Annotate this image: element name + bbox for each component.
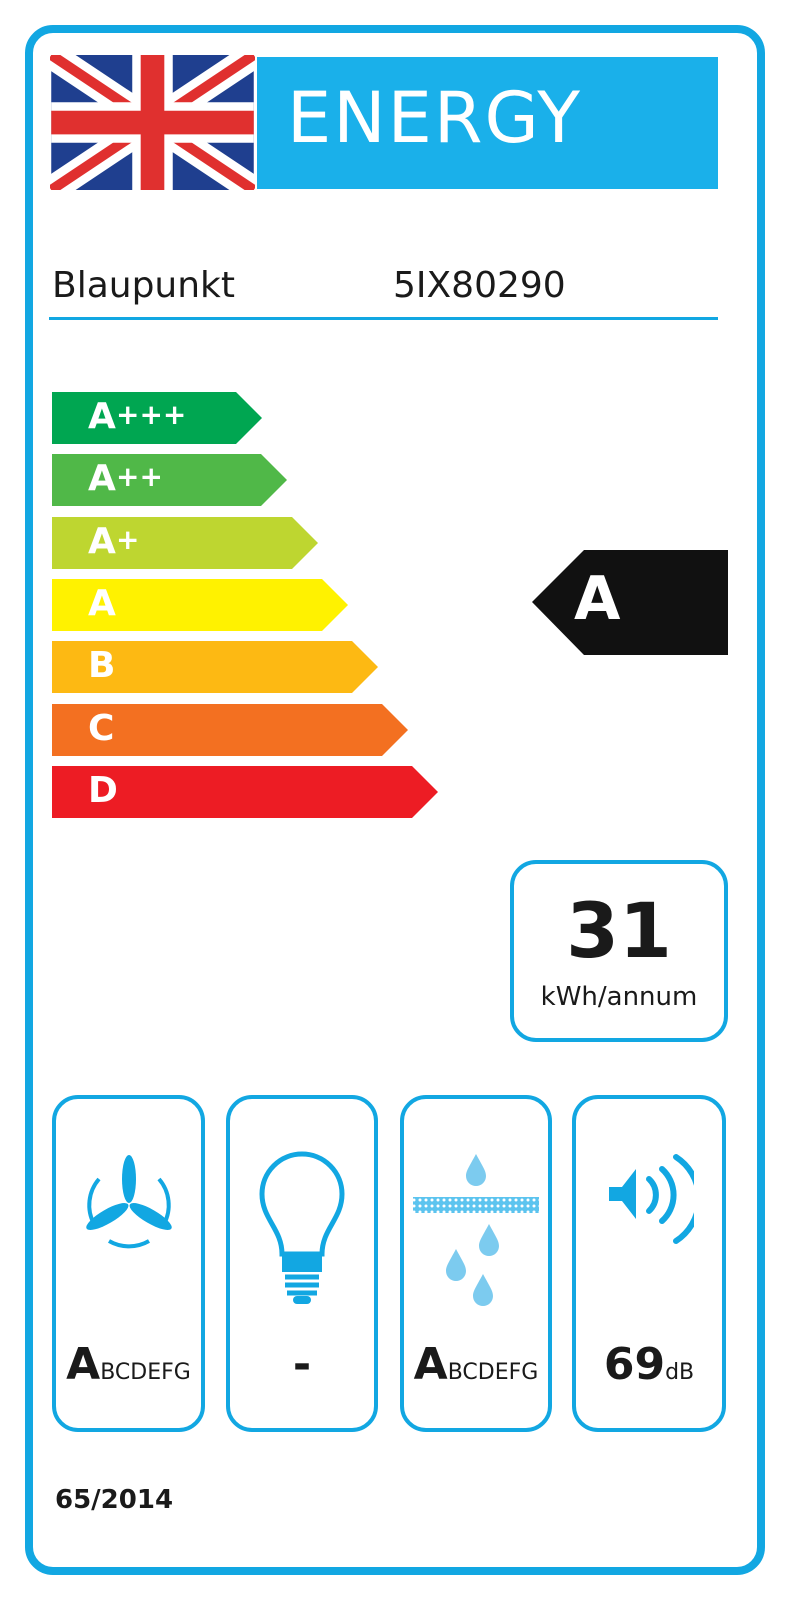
scale-bar-label: A (88, 582, 116, 624)
scale-bar-shape (52, 392, 262, 444)
class-letter: - (292, 1339, 312, 1390)
fan-icon (85, 1155, 172, 1249)
scale-bar-aplusplus: A ++ (52, 454, 287, 507)
scale-bar-label: C (88, 707, 115, 749)
grease-filter-class: ABCDEFG (404, 1339, 548, 1390)
scale-bar-label: A (88, 396, 116, 437)
scale-bar-label: A (88, 520, 116, 562)
scale-bar-shape (52, 516, 318, 569)
scale-bar-plus: +++ (116, 398, 187, 431)
grease-filtering-efficiency-box: ABCDEFG (400, 1095, 552, 1432)
scale-bar-shape (52, 454, 287, 507)
energy-title: ENERGY (287, 77, 582, 159)
energy-banner: ENERGY (257, 57, 718, 189)
noise-number: 69 (603, 1339, 666, 1390)
scale-bar-label: D (88, 769, 118, 811)
supplier-name: Blaupunkt (52, 265, 236, 306)
noise-value: 69dB (576, 1339, 722, 1390)
speaker-icon (609, 1154, 694, 1244)
class-scale: BCDEFG (100, 1360, 191, 1385)
lighting-efficiency-box: - (226, 1095, 378, 1432)
scale-bar-plus: + (116, 522, 140, 556)
scale-bar-b: B (52, 641, 378, 694)
rating-class: A (574, 564, 621, 634)
uk-flag-icon (50, 55, 255, 190)
fan-efficiency-class: ABCDEFG (56, 1339, 201, 1390)
scale-bar-d: D (52, 765, 438, 818)
rating-arrow: A (532, 550, 728, 655)
class-scale: BCDEFG (447, 1360, 539, 1385)
scale-bar-a: A (52, 578, 348, 631)
fluid-dynamic-efficiency-box: ABCDEFG (52, 1095, 205, 1432)
scale-bar-c: C (52, 703, 408, 756)
scale-bar-label: A (88, 458, 116, 500)
scale-bar-plus: ++ (116, 460, 163, 494)
scale-bar-shape (52, 641, 378, 694)
scale-bar-shape (52, 578, 348, 631)
scale-bar-aplus: A + (52, 516, 318, 569)
model-identifier: 5IX80290 (393, 265, 566, 306)
class-letter: A (66, 1339, 101, 1390)
consumption-value: 31 (566, 886, 672, 975)
noise-unit: dB (665, 1360, 695, 1385)
rating-arrow-shape (532, 550, 728, 655)
regulation-number: 65/2014 (55, 1485, 174, 1515)
scale-bar-shape (52, 765, 438, 818)
label-frame (25, 25, 765, 1575)
scale-bar-shape (52, 703, 408, 756)
scale-bar-label: B (88, 645, 116, 687)
divider (49, 317, 718, 320)
noise-box: 69dB (572, 1095, 726, 1432)
light-bulb-icon (259, 1151, 345, 1304)
consumption-unit: kWh/annum (540, 982, 698, 1012)
grease-filter-icon (413, 1154, 539, 1306)
scale-bar-aplusplusplus: A +++ (52, 392, 262, 444)
lighting-efficiency-class: - (230, 1339, 374, 1390)
class-letter: A (413, 1339, 448, 1390)
consumption-box: 31 kWh/annum (510, 860, 728, 1042)
